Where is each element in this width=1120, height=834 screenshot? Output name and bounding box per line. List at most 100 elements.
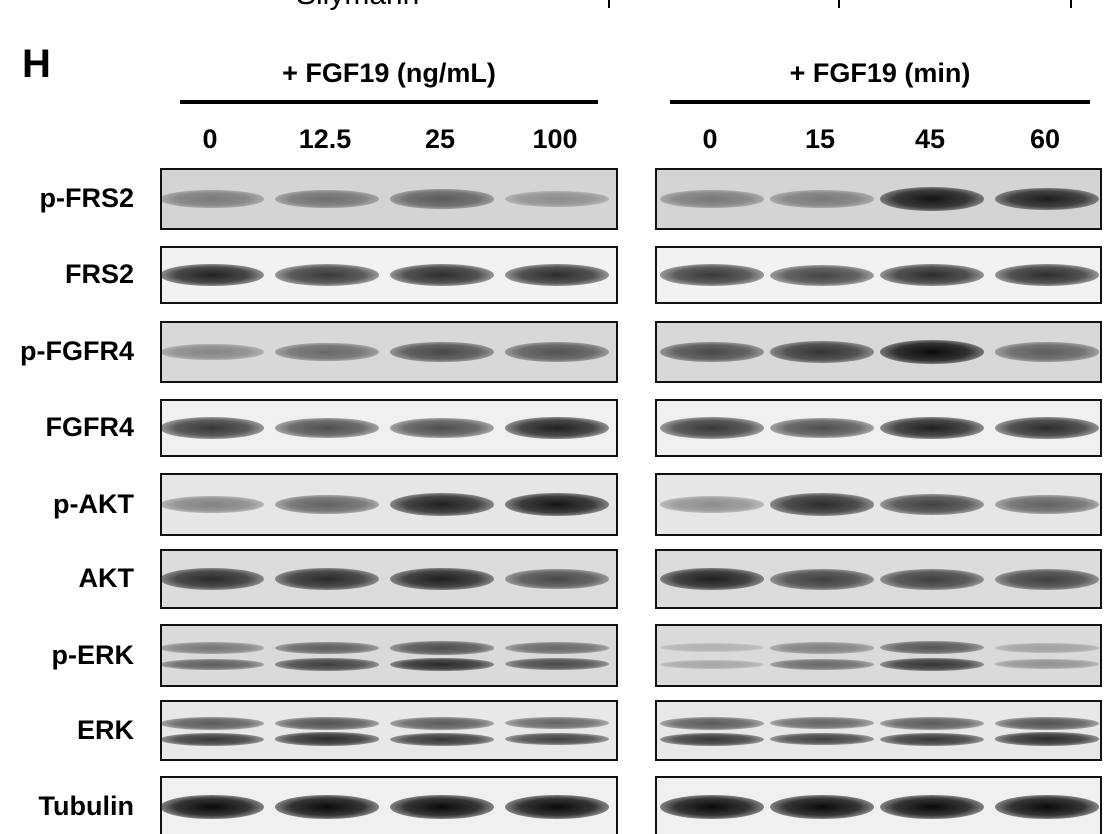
protein-band xyxy=(880,732,984,746)
group-bar xyxy=(670,100,1090,104)
protein-band xyxy=(275,641,379,655)
blot-panel xyxy=(655,168,1102,230)
protein-band xyxy=(275,494,379,515)
blot-panel xyxy=(160,776,618,834)
protein-band xyxy=(275,716,379,730)
protein-band xyxy=(162,642,264,654)
protein-band xyxy=(995,795,1099,819)
protein-band xyxy=(162,417,264,439)
protein-band xyxy=(995,568,1099,590)
protein-band xyxy=(880,187,984,211)
row-label: p-ERK xyxy=(51,639,135,670)
row-label: AKT xyxy=(78,563,135,593)
protein-band xyxy=(505,416,609,440)
protein-band xyxy=(770,642,874,654)
protein-band xyxy=(505,568,609,590)
protein-band xyxy=(880,641,984,655)
top-tick xyxy=(838,0,840,8)
protein-band xyxy=(505,716,609,730)
protein-band xyxy=(880,795,984,819)
protein-band xyxy=(275,732,379,746)
protein-band xyxy=(770,658,874,670)
lane-label: 60 xyxy=(1029,124,1061,154)
protein-band xyxy=(995,716,1099,730)
protein-band xyxy=(505,732,609,746)
protein-band xyxy=(275,567,379,591)
protein-band xyxy=(880,568,984,590)
protein-band xyxy=(162,732,264,746)
protein-band xyxy=(770,190,874,208)
blot-panel xyxy=(655,700,1102,761)
protein-band xyxy=(660,732,764,746)
protein-band xyxy=(660,795,764,819)
protein-band xyxy=(162,263,264,287)
protein-band xyxy=(275,264,379,286)
blot-panel xyxy=(160,246,618,304)
protein-band xyxy=(995,187,1099,211)
protein-band xyxy=(660,567,764,591)
protein-band xyxy=(162,567,264,591)
protein-band xyxy=(390,716,494,730)
blot-panel xyxy=(160,473,618,536)
protein-band xyxy=(995,659,1099,670)
protein-band xyxy=(880,340,984,364)
protein-band xyxy=(770,732,874,746)
protein-band xyxy=(275,190,379,208)
protein-band xyxy=(275,342,379,362)
protein-band xyxy=(162,495,264,514)
top-tick xyxy=(608,0,610,8)
protein-band xyxy=(660,496,764,513)
protein-band xyxy=(660,643,764,653)
blot-panel xyxy=(655,246,1102,304)
protein-band xyxy=(995,416,1099,440)
blot-panel xyxy=(160,549,618,609)
blot-panel xyxy=(160,168,618,230)
protein-band xyxy=(880,657,984,671)
protein-band xyxy=(390,641,494,655)
lane-label: 25 xyxy=(424,124,456,154)
row-label: ERK xyxy=(76,714,134,745)
lane-label: 12.5 xyxy=(298,124,352,154)
protein-band xyxy=(660,716,764,730)
protein-band xyxy=(390,795,494,819)
lane-label: 15 xyxy=(804,124,836,154)
protein-band xyxy=(162,716,264,730)
blot-panel xyxy=(655,473,1102,536)
protein-band xyxy=(390,567,494,591)
protein-band xyxy=(880,494,984,515)
protein-band xyxy=(390,189,494,209)
protein-band xyxy=(390,341,494,363)
blot-panel xyxy=(160,700,618,761)
protein-band xyxy=(770,264,874,286)
protein-band xyxy=(995,643,1099,653)
blot-panel xyxy=(655,399,1102,457)
blot-panel xyxy=(655,776,1102,834)
row-label: FGFR4 xyxy=(45,412,134,442)
protein-band xyxy=(660,190,764,208)
protein-band xyxy=(995,732,1099,746)
group-bar xyxy=(180,100,598,104)
protein-band xyxy=(505,658,609,671)
protein-band xyxy=(162,343,264,361)
protein-band xyxy=(770,417,874,439)
protein-band xyxy=(995,342,1099,362)
protein-band xyxy=(770,568,874,590)
protein-band xyxy=(505,492,609,517)
blot-panel xyxy=(160,321,618,383)
group-title: + FGF19 (ng/mL) xyxy=(282,58,496,88)
protein-band xyxy=(505,263,609,287)
protein-band xyxy=(505,641,609,655)
lane-label: 100 xyxy=(532,124,578,154)
protein-band xyxy=(390,657,494,671)
protein-band xyxy=(660,264,764,286)
protein-band xyxy=(880,716,984,730)
row-label: p-FRS2 xyxy=(39,183,135,213)
protein-band xyxy=(390,263,494,287)
panel-label: H xyxy=(22,42,51,86)
blot-panel xyxy=(160,399,618,457)
protein-band xyxy=(505,190,609,208)
lane-label: 0 xyxy=(202,124,218,154)
protein-band xyxy=(505,342,609,362)
protein-band xyxy=(390,732,494,746)
